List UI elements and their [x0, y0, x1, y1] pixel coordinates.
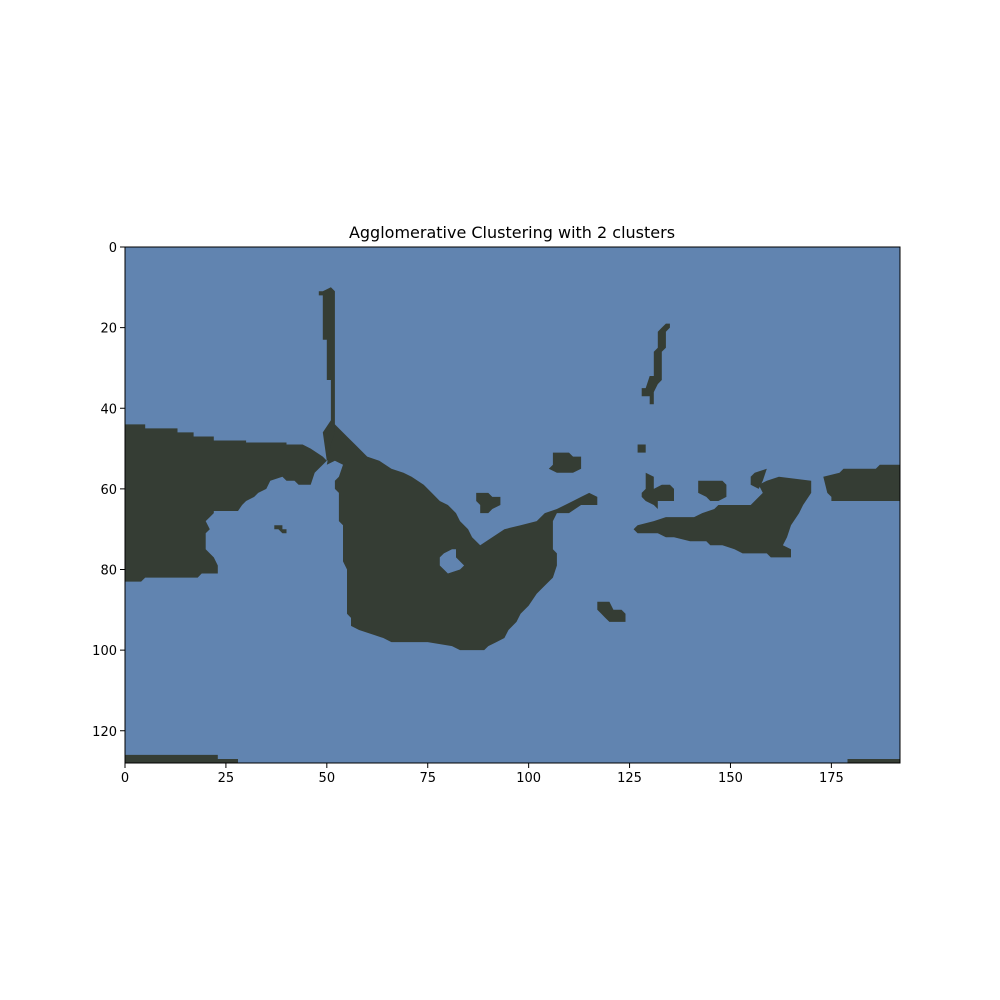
cluster-1-region [597, 601, 626, 622]
chart-title: Agglomerative Clustering with 2 clusters [349, 223, 675, 242]
x-tick-label: 175 [819, 771, 844, 786]
cluster-1-region [698, 480, 727, 501]
cluster-1-region [641, 323, 670, 405]
x-tick-label: 25 [218, 771, 235, 786]
x-tick-label: 0 [121, 771, 129, 786]
x-tick-label: 125 [617, 771, 642, 786]
y-tick-label: 40 [100, 402, 117, 417]
y-tick-label: 20 [100, 322, 117, 337]
cluster-1-region [641, 472, 674, 509]
axes-frame [124, 246, 901, 764]
cluster-1-region [637, 444, 646, 453]
x-axis: 0 25 50 75 100 125 150 175 [121, 763, 844, 786]
x-tick-label: 150 [718, 771, 743, 786]
cluster-1-region [548, 452, 582, 473]
y-axis: 0 20 40 60 80 100 120 [92, 241, 125, 740]
y-tick-label: 0 [109, 241, 117, 256]
cluster-1-region [274, 525, 287, 534]
cluster-1-region [847, 759, 900, 763]
y-tick-label: 120 [92, 725, 117, 740]
x-tick-label: 50 [319, 771, 336, 786]
x-tick-label: 75 [419, 771, 436, 786]
cluster-1-regions [125, 287, 900, 763]
cluster-1-region [476, 492, 501, 514]
x-tick-label: 100 [516, 771, 541, 786]
cluster-1-region [125, 754, 238, 763]
cluster-1-region [125, 287, 339, 582]
y-tick-label: 80 [100, 564, 117, 579]
cluster-1-region [633, 476, 812, 558]
y-tick-label: 60 [100, 483, 117, 498]
cluster-1-region [823, 464, 900, 501]
y-tick-label: 100 [92, 644, 117, 659]
cluster-0-region [439, 549, 465, 574]
cluster-1-region [326, 424, 598, 651]
plot-area [124, 246, 901, 764]
cluster-1-region [750, 468, 767, 489]
